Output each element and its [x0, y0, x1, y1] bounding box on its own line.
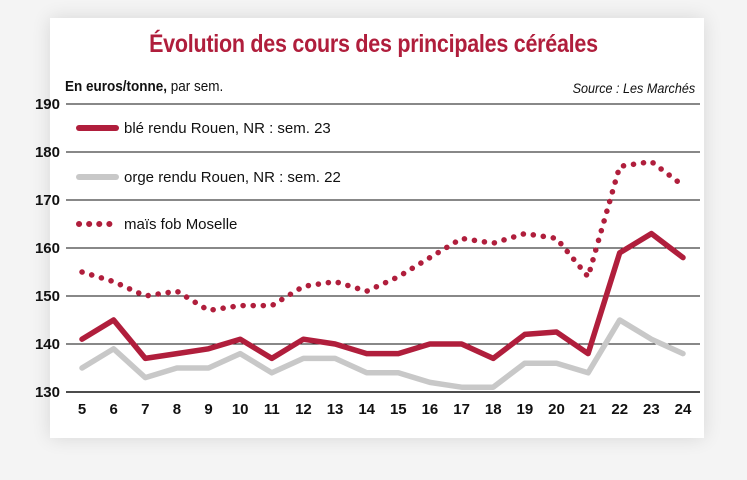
y-tick-label: 190	[35, 96, 60, 113]
x-tick-label: 8	[173, 401, 181, 418]
source-label: Source : Les Marchés	[572, 80, 695, 96]
series-line	[79, 230, 686, 362]
x-tick-label: 13	[327, 401, 344, 418]
grid-lines	[66, 103, 700, 393]
x-tick-label: 15	[390, 401, 407, 418]
x-tick-label: 22	[611, 401, 628, 418]
x-tick-label: 21	[580, 401, 597, 418]
x-tick-label: 11	[264, 401, 280, 418]
series-lines	[79, 158, 686, 390]
x-tick-label: 16	[422, 401, 439, 418]
chart-card	[50, 18, 704, 438]
y-tick-label: 160	[35, 240, 60, 257]
y-unit-label-rest: par sem.	[167, 78, 224, 95]
legend-label: maïs fob Moselle	[124, 216, 237, 233]
x-tick-label: 17	[453, 401, 470, 418]
legend-label: orge rendu Rouen, NR : sem. 22	[124, 169, 341, 186]
x-tick-label: 23	[643, 401, 660, 418]
legend-label: blé rendu Rouen, NR : sem. 23	[124, 120, 331, 137]
x-axis: 5 6 7 8 9 10 11 12 13 14 15 16 17 18 19 20 21 22 23 24	[78, 401, 692, 418]
y-tick-label: 180	[35, 144, 60, 161]
legend: blé rendu Rouen, NR : sem. 23 orge rendu …	[76, 120, 341, 233]
y-tick-label: 170	[35, 192, 60, 209]
x-tick-label: 14	[358, 401, 375, 418]
y-unit-label-bold: En euros/tonne,	[65, 78, 168, 95]
series-line	[79, 317, 686, 390]
x-tick-label: 10	[232, 401, 249, 418]
chart-title: Évolution des cours des principales céré…	[149, 30, 598, 58]
x-tick-label: 6	[109, 401, 117, 418]
x-tick-label: 24	[675, 401, 692, 418]
x-tick-label: 19	[516, 401, 533, 418]
x-tick-label: 18	[485, 401, 502, 418]
x-tick-label: 7	[141, 401, 149, 418]
y-tick-label: 140	[35, 336, 60, 353]
x-tick-label: 12	[295, 401, 312, 418]
y-tick-label: 150	[35, 288, 60, 305]
x-tick-label: 9	[204, 401, 212, 418]
y-axis: 130 140 150 160 170 180 190	[35, 96, 60, 401]
y-unit-label: En euros/tonne, par sem.	[65, 78, 223, 95]
y-tick-label: 130	[35, 384, 60, 401]
x-tick-label: 5	[78, 401, 86, 418]
x-tick-label: 20	[548, 401, 565, 418]
